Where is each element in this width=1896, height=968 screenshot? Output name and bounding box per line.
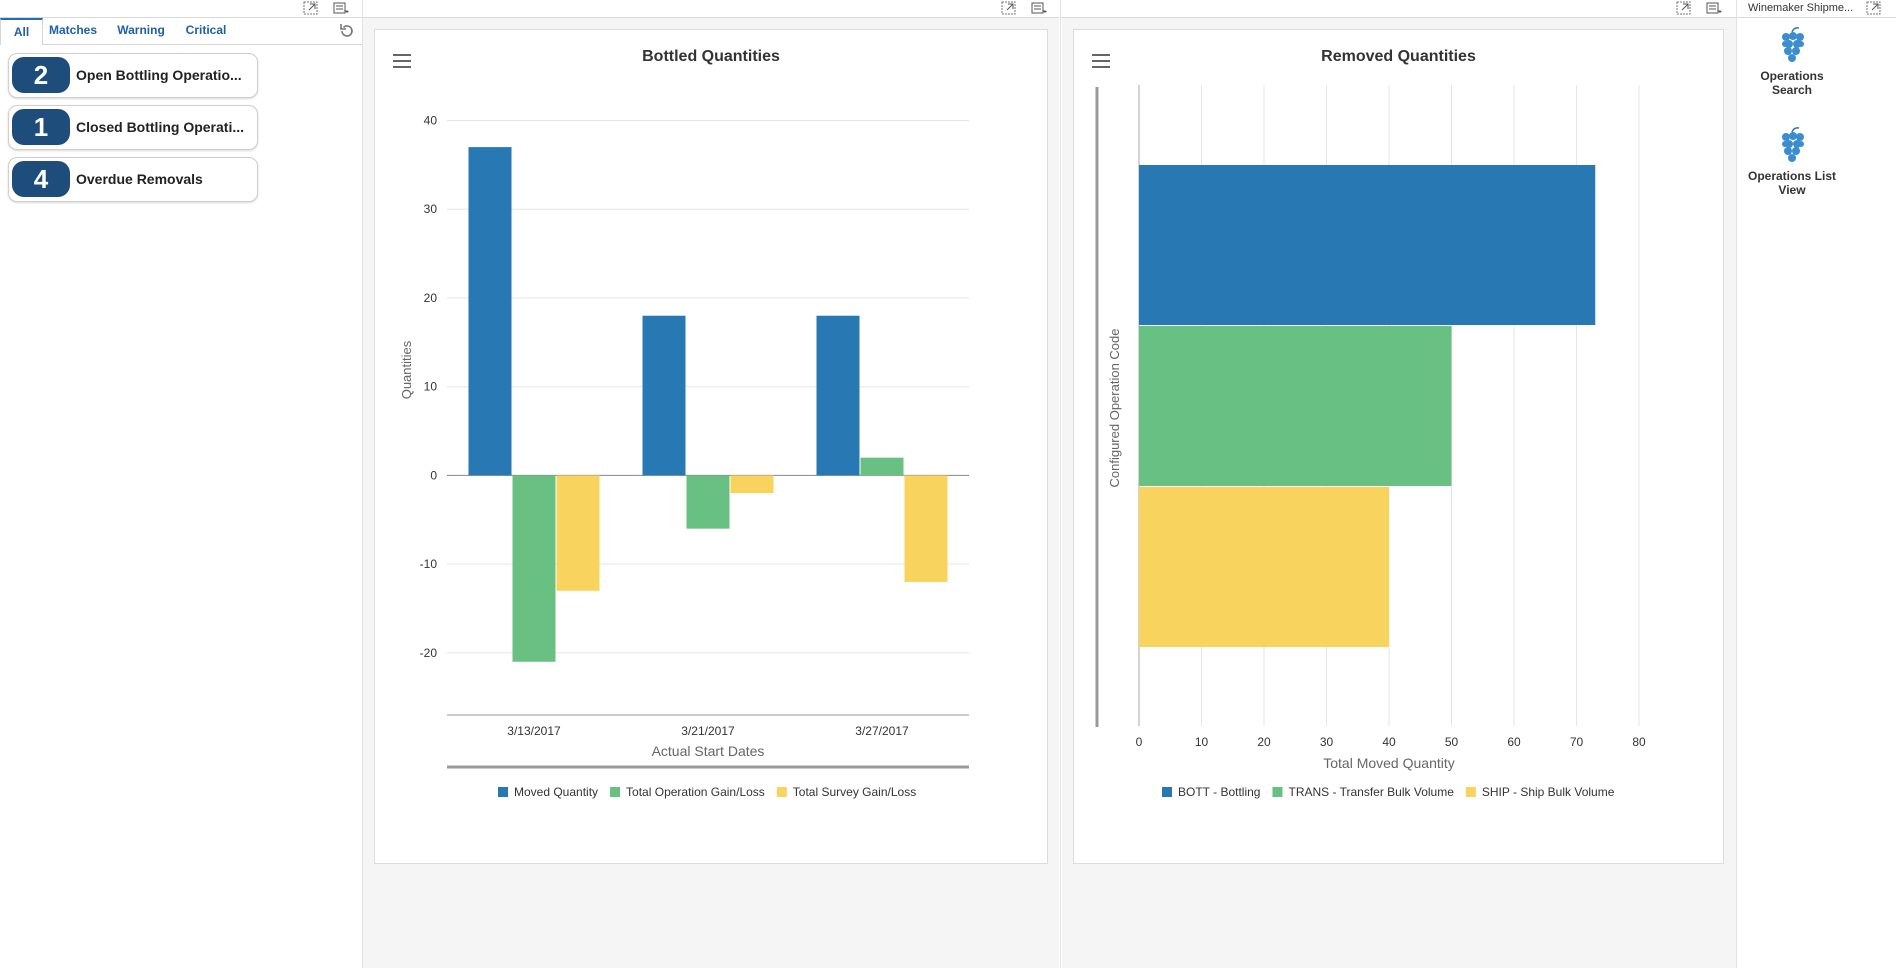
divider	[362, 0, 363, 968]
bar	[860, 457, 904, 476]
pane-options-icon[interactable]	[1706, 1, 1722, 15]
legend-swatch	[498, 787, 508, 797]
pane-header-line	[363, 17, 1059, 18]
pane-options-icon[interactable]	[333, 1, 349, 15]
kpi-label: Closed Bottling Operati...	[76, 119, 245, 135]
launcher-label-line1: Operations	[1760, 69, 1824, 83]
kpi-count-badge: 1	[12, 109, 70, 145]
pane-header-line	[1061, 17, 1736, 18]
bar	[556, 475, 600, 591]
x-tick-label: 20	[1257, 735, 1271, 749]
maximize-icon[interactable]	[1866, 1, 1882, 15]
bar	[512, 475, 556, 662]
legend-label: Moved Quantity	[514, 785, 598, 799]
y-tick-label: 40	[424, 113, 438, 127]
chart-menu-icon[interactable]	[1092, 54, 1110, 68]
x-tick-label: 3/27/2017	[855, 724, 909, 738]
x-axis-title: Actual Start Dates	[652, 743, 765, 759]
bar	[730, 475, 774, 494]
tab-matches[interactable]: Matches	[48, 23, 98, 37]
legend-swatch	[1465, 787, 1476, 797]
legend-swatch	[610, 787, 621, 797]
grapes-icon	[1782, 27, 1804, 62]
maximize-icon[interactable]	[1676, 1, 1692, 15]
y-tick-label: 10	[424, 380, 438, 394]
x-axis-title: Total Moved Quantity	[1323, 755, 1455, 771]
x-tick-label: 10	[1195, 735, 1209, 749]
x-tick-label: 80	[1632, 735, 1646, 749]
grapes-icon	[1782, 127, 1804, 162]
refresh-icon[interactable]	[338, 22, 356, 40]
x-tick-label: 0	[1136, 735, 1143, 749]
legend-label: SHIP - Ship Bulk Volume	[1482, 785, 1615, 799]
chart-title: Removed Quantities	[1321, 48, 1476, 65]
legend-label: Total Survey Gain/Loss	[793, 785, 916, 799]
legend-label: TRANS - Transfer Bulk Volume	[1288, 785, 1454, 799]
bar	[468, 147, 512, 476]
bar	[686, 475, 730, 529]
y-tick-label: 30	[424, 202, 438, 216]
launcher-label-line2: View	[1778, 183, 1806, 197]
y-axis-title: Quantities	[399, 340, 414, 399]
kpi-label: Open Bottling Operatio...	[76, 67, 242, 83]
y-tick-label: -20	[420, 646, 438, 660]
bar	[642, 315, 686, 476]
x-tick-label: 60	[1507, 735, 1521, 749]
pane-title: Winemaker Shipme...	[1748, 2, 1854, 14]
tab-all[interactable]: All	[0, 18, 43, 45]
kpi-overdue-removals[interactable]: 4 Overdue Removals	[8, 157, 258, 202]
kpi-open-bottling[interactable]: 2 Open Bottling Operatio...	[8, 53, 258, 98]
legend-label: BOTT - Bottling	[1178, 785, 1260, 799]
bottled-quantities-chart: 40 30 20 10 0 -10 -20 3/13/2017 3/21/2017 3/27/20…	[399, 113, 969, 799]
divider	[1736, 0, 1737, 968]
bar	[904, 475, 948, 582]
pane-header-line	[1737, 17, 1896, 18]
x-tick-label: 3/13/2017	[507, 724, 561, 738]
operations-search-launcher[interactable]: Operations Search	[1732, 25, 1852, 97]
tab-critical[interactable]: Critical	[185, 23, 227, 37]
x-tick-label: 30	[1320, 735, 1334, 749]
legend-swatch	[776, 787, 787, 797]
chart-menu-icon[interactable]	[393, 54, 411, 68]
divider	[1060, 0, 1061, 968]
removed-quantities-card: Removed Quantities 0 10 20 30 40 50 60 70 80 Tota…	[1073, 29, 1724, 864]
kpi-closed-bottling[interactable]: 1 Closed Bottling Operati...	[8, 105, 258, 150]
legend-swatch	[1272, 787, 1283, 797]
bar	[816, 315, 860, 476]
left-pane	[0, 200, 362, 968]
x-tick-label: 40	[1382, 735, 1396, 749]
operations-list-view-launcher[interactable]: Operations List View	[1732, 125, 1852, 197]
pane-options-icon[interactable]	[1031, 1, 1047, 15]
filter-tabs: All Matches Warning Critical	[0, 18, 362, 45]
pane-header-line	[0, 17, 362, 18]
y-tick-label: 20	[424, 291, 438, 305]
bar	[1139, 165, 1596, 325]
bottled-quantities-card: Bottled Quantities 40 30 20 10 0 -10 -20 3/13/2…	[374, 29, 1048, 864]
x-tick-label: 3/21/2017	[681, 724, 735, 738]
launcher-label-line2: Search	[1771, 83, 1813, 97]
bar	[1139, 487, 1389, 647]
launcher-label-line1: Operations List	[1747, 169, 1836, 183]
chart-title: Bottled Quantities	[642, 48, 780, 65]
legend-label: Total Operation Gain/Loss	[626, 785, 765, 799]
maximize-icon[interactable]	[1001, 1, 1017, 15]
maximize-icon[interactable]	[303, 1, 319, 15]
legend-swatch	[1162, 787, 1172, 797]
x-tick-label: 50	[1445, 735, 1459, 749]
bar	[1139, 326, 1452, 486]
x-tick-label: 70	[1570, 735, 1584, 749]
y-tick-label: 0	[430, 468, 437, 482]
kpi-count-badge: 2	[12, 57, 70, 93]
y-tick-label: -10	[420, 557, 438, 571]
kpi-count-badge: 4	[12, 161, 70, 197]
removed-quantities-chart: 0 10 20 30 40 50 60 70 80 Total Moved Quantity Con…	[1095, 85, 1646, 799]
tab-warning[interactable]: Warning	[117, 23, 165, 37]
y-axis-title: Configured Operation Code	[1107, 329, 1122, 488]
kpi-label: Overdue Removals	[76, 171, 203, 187]
